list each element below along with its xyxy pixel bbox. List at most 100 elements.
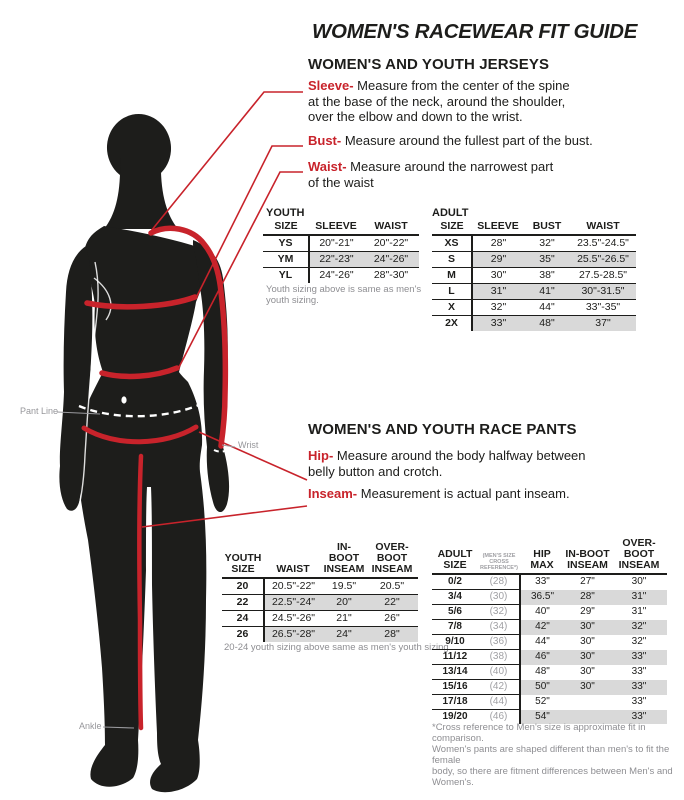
table-cell: 13/14 xyxy=(432,664,478,680)
table-cell: 20" xyxy=(322,594,366,611)
table-cell: 41" xyxy=(524,283,570,300)
table-row: 22 22.5"-24" 20" 22" xyxy=(222,594,418,611)
table-cell: 33" xyxy=(519,574,564,590)
table-cell: 24 xyxy=(222,610,264,627)
table-cell: 3/4 xyxy=(432,589,478,605)
table-row: 5/6 (32) 40" 29" 31" xyxy=(432,604,667,620)
column-header: SIZE xyxy=(432,221,472,236)
table-cell: 20.5"-22" xyxy=(263,578,322,595)
table-cell: 22.5"-24" xyxy=(263,594,322,611)
inseam-measure-text: Inseam- Measurement is actual pant insea… xyxy=(308,486,658,502)
table-cell: 30" xyxy=(580,666,595,677)
table-cell: 48" xyxy=(519,664,564,680)
youth-pants-note: 20-24 youth sizing above same as men's y… xyxy=(224,642,449,653)
table-cell: 30" xyxy=(564,619,611,635)
waist-callout-line xyxy=(177,171,303,370)
table-cell: 32" xyxy=(471,299,524,316)
table-cell: YL xyxy=(263,267,309,283)
table-row: 3/4 (30) 36.5" 28" 31" xyxy=(432,589,667,605)
table-row: 24 24.5"-26" 21" 26" xyxy=(222,610,418,627)
sleeve-measure-text: Sleeve- Measure from the center of the s… xyxy=(308,78,598,125)
column-header: OVER-BOOT INSEAM xyxy=(366,542,418,579)
table-cell: 28"-30" xyxy=(363,267,419,283)
table-cell: 44" xyxy=(519,634,564,650)
table-cell: 2X xyxy=(432,315,472,331)
table-row: YS 20"-21" 20"-22" xyxy=(263,235,419,252)
table-row: 11/12 (38) 46" 30" 33" xyxy=(432,649,667,665)
column-header: IN-BOOT INSEAM xyxy=(322,542,366,579)
youth-jersey-table-label: YOUTH xyxy=(266,207,305,219)
hip-measure-line xyxy=(81,424,199,445)
table-cell: 26" xyxy=(366,610,418,627)
size-table: YOUTH SIZE WAIST IN-BOOT INSEAM OVER-BOOT I… xyxy=(222,542,418,642)
waist-term: Waist- xyxy=(308,159,347,174)
table-cell: 42" xyxy=(519,619,564,635)
table-cell: YS xyxy=(278,237,293,249)
table-row: 15/16 (42) 50" 30" 33" xyxy=(432,679,667,695)
table-row: 26 26.5"-28" 24" 28" xyxy=(222,626,418,642)
table-cell: 33" xyxy=(631,696,647,707)
table-cell: 37" xyxy=(570,315,636,331)
table-cell: 35" xyxy=(524,251,570,268)
table-cell: (36) xyxy=(478,634,520,650)
waist-description: Measure around the narrowest part of the… xyxy=(308,159,554,190)
table-cell: 25.5"-26.5" xyxy=(570,251,636,268)
table-cell: 33" xyxy=(471,315,524,331)
table-cell: 30" xyxy=(564,679,611,695)
table-cell: 52" xyxy=(519,694,564,710)
table-cell xyxy=(564,695,611,710)
table-cell: M xyxy=(432,267,472,284)
hip-description: Measure around the body halfway between … xyxy=(308,448,586,479)
column-header: WAIST xyxy=(264,542,322,579)
table-cell: (28) xyxy=(489,576,508,587)
table-cell: 28" xyxy=(564,589,611,605)
table-cell: 32" xyxy=(539,237,555,249)
table-cell: 0/2 xyxy=(448,576,462,587)
belly-button xyxy=(121,396,127,404)
table-cell: (46) xyxy=(478,709,520,724)
table-cell: X xyxy=(432,299,472,316)
table-cell: 31" xyxy=(471,283,524,300)
inseam-callout-line xyxy=(141,505,308,528)
table-cell: 54" xyxy=(519,709,564,724)
inseam-term: Inseam- xyxy=(308,486,358,501)
youth-jersey-table: SIZE SLEEVE WAIST YS 20"-21" 20"-22" YM 22"-23"… xyxy=(263,221,419,283)
table-cell: 23.5"-24.5" xyxy=(577,237,629,249)
table-cell: 29" xyxy=(580,606,595,617)
inseam-measure-line xyxy=(137,453,144,731)
table-cell: S xyxy=(432,251,472,268)
table-cell: 32" xyxy=(631,636,647,647)
size-table: ADULT SIZE (MEN'S SIZE CROSS REFERENCE*) H… xyxy=(432,538,667,724)
table-cell: XS xyxy=(444,237,459,249)
table-cell: 24"-26" xyxy=(308,267,363,283)
table-cell: (38) xyxy=(478,649,520,665)
waist-measure-line xyxy=(99,365,180,380)
ankle-label: Ankle xyxy=(79,721,102,731)
bust-term: Bust- xyxy=(308,133,342,148)
bust-measure-text: Bust- Measure around the fullest part of… xyxy=(308,133,668,149)
size-table: SIZE SLEEVE BUST WAIST XS 28" 32" 23.5"-24.5" S 2… xyxy=(432,221,636,331)
pant-line-label: Pant Line xyxy=(20,406,59,416)
pants-heading: WOMEN'S AND YOUTH RACE PANTS xyxy=(308,421,577,438)
column-header: ADULT SIZE xyxy=(432,538,478,575)
sleeve-description: Measure from the center of the spine at … xyxy=(308,78,570,124)
table-cell: (40) xyxy=(478,664,520,680)
wrist-label: Wrist xyxy=(238,440,259,450)
table-cell: YM xyxy=(263,251,309,268)
table-cell: 36.5" xyxy=(519,589,564,605)
wrist-line-dashed xyxy=(213,446,232,453)
column-header: WAIST xyxy=(363,221,419,236)
table-cell: 21" xyxy=(322,610,366,627)
table-cell: 24" xyxy=(322,626,366,642)
table-row: 2X 33" 48" 37" xyxy=(432,315,636,331)
table-cell: 7/8 xyxy=(432,619,478,635)
table-cell: 22 xyxy=(222,594,264,611)
column-header: SLEEVE xyxy=(472,221,524,236)
table-row: 20 20.5"-22" 19.5" 20.5" xyxy=(222,578,418,595)
table-row: M 30" 38" 27.5-28.5" xyxy=(432,267,636,284)
table-cell: 5/6 xyxy=(432,604,478,620)
table-cell: 40" xyxy=(519,604,564,620)
table-row: 7/8 (34) 42" 30" 32" xyxy=(432,619,667,635)
